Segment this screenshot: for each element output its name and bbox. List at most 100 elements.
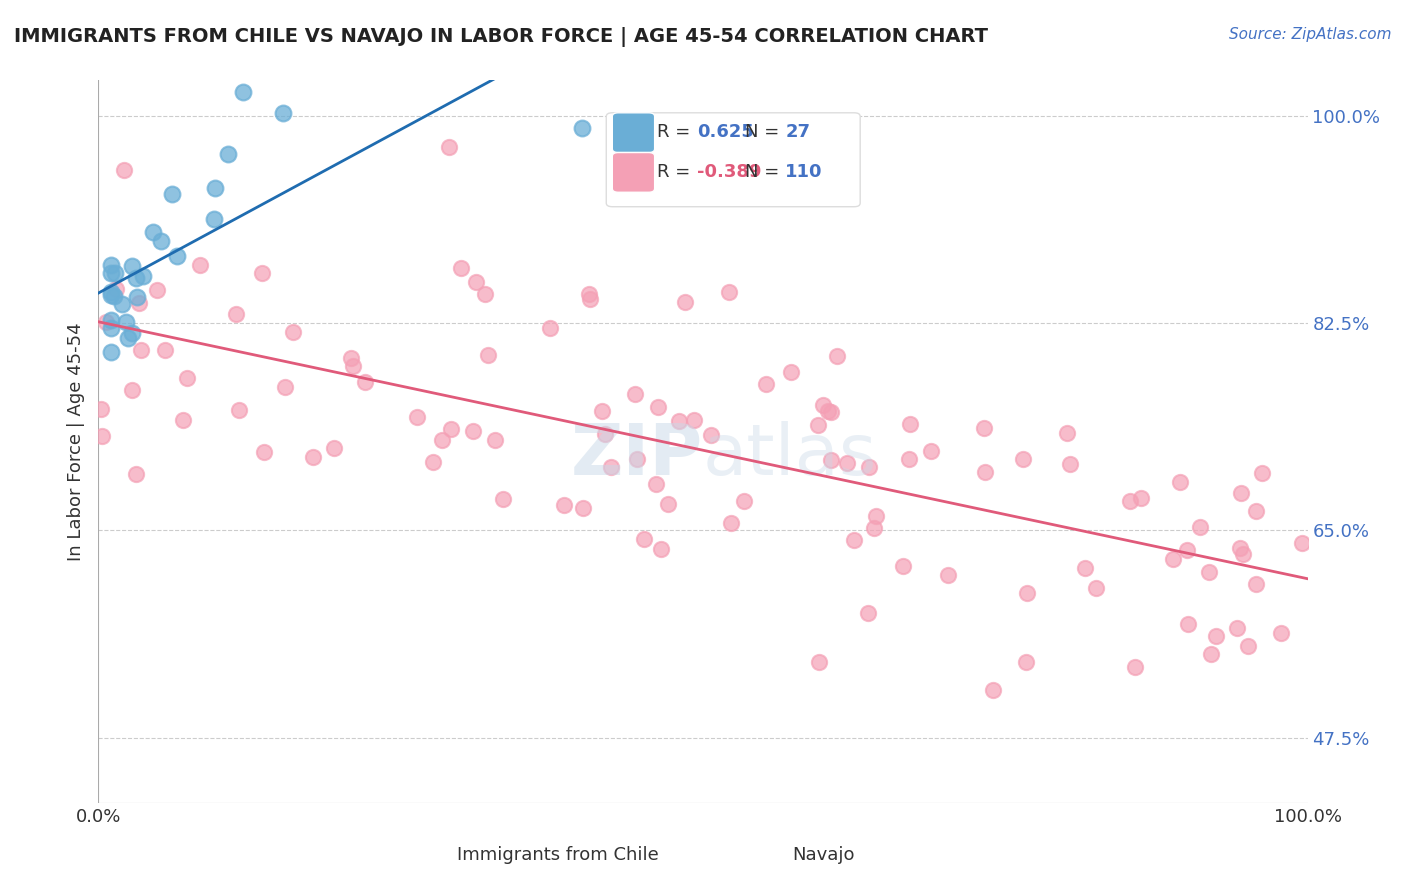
Point [1059,458,1081,472]
Point [1232,547,1254,561]
Point [342,359,364,374]
Point [1199,648,1222,662]
Point [820,452,842,467]
Point [422,455,444,469]
Point [232,85,254,99]
Point [176,370,198,384]
Point [1205,629,1227,643]
Point [865,509,887,524]
Y-axis label: In Labor Force | Age 45-54: In Labor Force | Age 45-54 [66,322,84,561]
Point [936,567,959,582]
Text: N =: N = [745,123,786,141]
Point [160,186,183,201]
Point [115,315,138,329]
Point [1229,485,1251,500]
Point [104,266,127,280]
Point [668,414,690,428]
Text: R =: R = [657,123,696,141]
Point [302,450,325,464]
Point [100,313,122,327]
Point [1229,541,1251,555]
Point [591,404,613,418]
Text: Source: ZipAtlas.com: Source: ZipAtlas.com [1229,27,1392,42]
Point [128,295,150,310]
Point [1015,655,1038,669]
Point [440,422,463,436]
Point [1168,475,1191,489]
Point [817,404,839,418]
Point [484,433,506,447]
Point [626,451,648,466]
Text: Navajo: Navajo [793,847,855,864]
Point [1251,467,1274,481]
Point [103,288,125,302]
Point [463,425,485,439]
Point [813,398,835,412]
Point [204,211,226,226]
Point [172,413,194,427]
Text: Immigrants from Chile: Immigrants from Chile [457,847,659,864]
Point [450,260,472,275]
Point [110,296,132,310]
Point [121,326,143,340]
FancyBboxPatch shape [613,112,655,153]
Point [1017,586,1039,600]
Point [1130,491,1153,506]
Point [145,284,167,298]
Point [121,383,143,397]
Point [717,285,740,300]
Point [430,433,453,447]
Point [132,268,155,283]
Text: ZIP: ZIP [571,422,703,491]
Text: atlas: atlas [703,422,877,491]
Point [125,271,148,285]
Text: N =: N = [745,163,786,181]
Point [142,225,165,239]
Point [600,460,623,475]
Point [755,377,778,392]
Point [1189,520,1212,534]
Point [1123,660,1146,674]
Text: -0.389: -0.389 [697,163,762,181]
Point [1118,494,1140,508]
FancyBboxPatch shape [606,112,860,207]
Point [112,163,135,178]
Point [579,292,602,306]
FancyBboxPatch shape [742,839,769,861]
Point [807,655,830,669]
Point [100,288,122,302]
Point [1270,625,1292,640]
Point [166,249,188,263]
Point [90,402,112,417]
Point [1236,639,1258,653]
Point [94,315,117,329]
Point [274,380,297,394]
Point [250,267,273,281]
Point [650,542,672,557]
Point [1085,582,1108,596]
Point [474,286,496,301]
FancyBboxPatch shape [613,153,655,193]
Point [779,365,801,379]
Point [856,606,879,620]
Point [100,345,122,359]
Point [825,349,848,363]
Point [100,266,122,280]
Point [153,343,176,358]
Text: 27: 27 [785,123,810,141]
Point [633,533,655,547]
Point [891,558,914,573]
Point [657,497,679,511]
Point [465,275,488,289]
Point [1244,504,1267,518]
Point [973,421,995,435]
Text: 0.625: 0.625 [697,123,754,141]
Point [188,259,211,273]
Point [807,418,830,433]
Point [645,477,668,491]
Point [842,533,865,548]
Point [973,465,995,479]
Point [492,491,515,506]
Point [100,285,122,300]
Point [105,282,128,296]
